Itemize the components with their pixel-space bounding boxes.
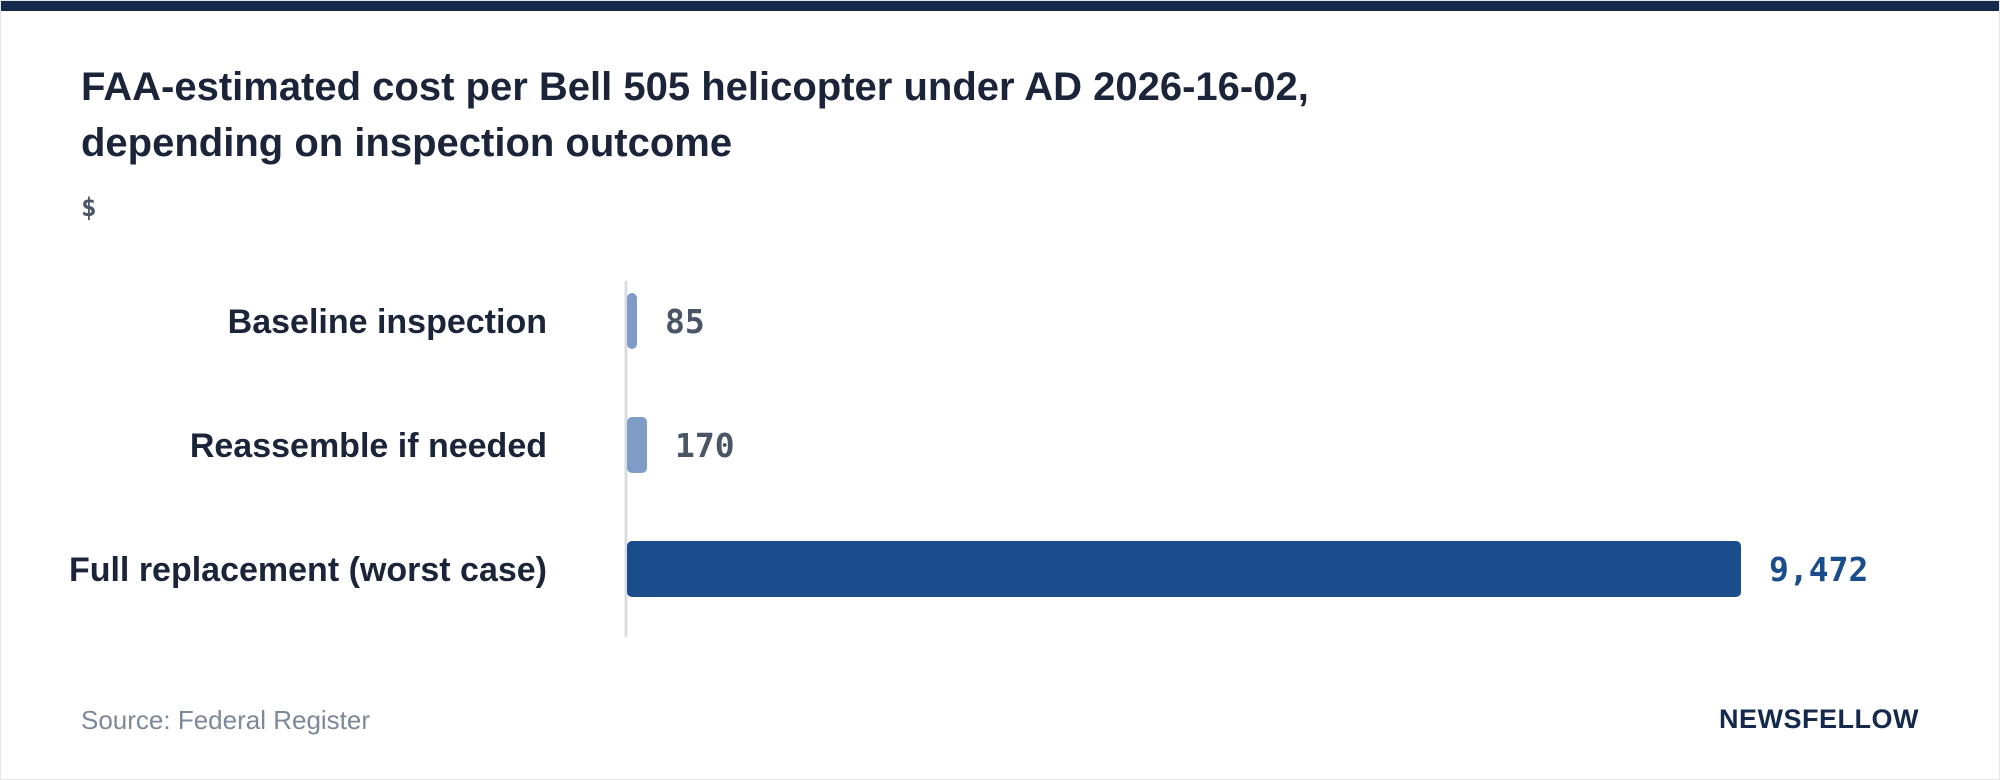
value-label: 85 bbox=[665, 302, 705, 341]
category-label: Baseline inspection bbox=[228, 303, 547, 341]
value-label: 9,472 bbox=[1769, 550, 1868, 589]
bar bbox=[627, 293, 637, 349]
category-label: Full replacement (worst case) bbox=[69, 551, 547, 589]
chart-title: FAA-estimated cost per Bell 505 helicopt… bbox=[81, 65, 1309, 165]
top-accent-bar bbox=[1, 1, 1999, 11]
brand-logo: NEWSFELLOW bbox=[1719, 704, 1919, 734]
category-label: Reassemble if needed bbox=[190, 427, 547, 465]
unit-label: $ bbox=[81, 193, 97, 223]
bar bbox=[627, 541, 1741, 597]
bar bbox=[627, 417, 647, 473]
bar-chart: Baseline inspection 85 Reassemble if neede… bbox=[69, 281, 1868, 637]
value-label: 170 bbox=[675, 426, 735, 465]
source-note: Source: Federal Register bbox=[81, 705, 371, 735]
